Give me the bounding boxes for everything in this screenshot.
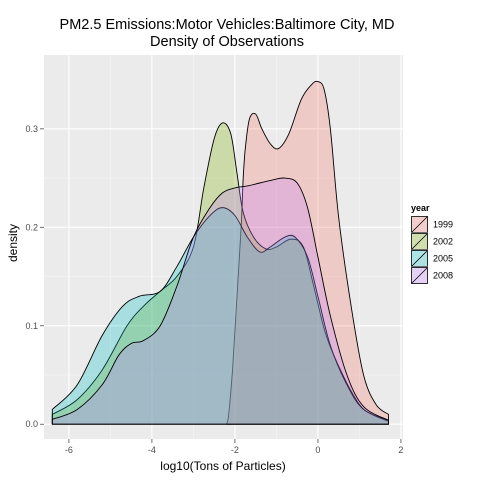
legend-label-1999: 1999	[433, 220, 453, 230]
legend-item-2005: 2005	[410, 249, 453, 268]
x-tick-label-4: -4	[148, 445, 156, 455]
x-tick-label-2: -2	[231, 445, 239, 455]
y-axis: 0.0 0.1 0.2 0.3	[25, 124, 44, 429]
x-tick-label-0: 0	[315, 445, 320, 455]
legend-swatch-slash	[411, 216, 428, 233]
x-axis: -6 -4 -2 0 2	[65, 439, 403, 455]
density-area-2002	[51, 122, 389, 425]
legend-item-2002: 2002	[410, 232, 453, 251]
legend-swatch-slash	[411, 267, 428, 284]
y-tick-label-0-3: 0.3	[25, 124, 38, 134]
y-axis-title: density	[6, 224, 20, 262]
density-area-2005	[51, 207, 389, 425]
chart-subtitle: Density of Observations	[150, 34, 304, 50]
density-area-1999	[226, 80, 389, 425]
legend-item-1999: 1999	[410, 215, 453, 234]
x-tick-label-2: 2	[398, 445, 403, 455]
chart-title: PM2.5 Emissions:Motor Vehicles:Baltimore…	[60, 17, 395, 33]
y-tick-label-0-1: 0.1	[25, 321, 38, 331]
legend-label-2005: 2005	[433, 254, 453, 264]
legend-swatch-slash	[411, 250, 428, 267]
legend-label-2008: 2008	[433, 271, 453, 281]
legend-item-2008: 2008	[410, 266, 453, 285]
legend-title: year	[411, 203, 430, 213]
legend: year 1999 2002 2005 2008	[410, 203, 453, 285]
y-tick-label-0-0: 0.0	[25, 419, 38, 429]
density-area-2008	[51, 177, 389, 425]
legend-label-2002: 2002	[433, 237, 453, 247]
x-axis-title: log10(Tons of Particles)	[160, 459, 285, 473]
density-areas	[51, 80, 389, 425]
grid	[44, 55, 403, 439]
legend-swatch-slash	[411, 233, 428, 250]
y-tick-label-0-2: 0.2	[25, 222, 38, 232]
x-tick-label-6: -6	[65, 445, 73, 455]
